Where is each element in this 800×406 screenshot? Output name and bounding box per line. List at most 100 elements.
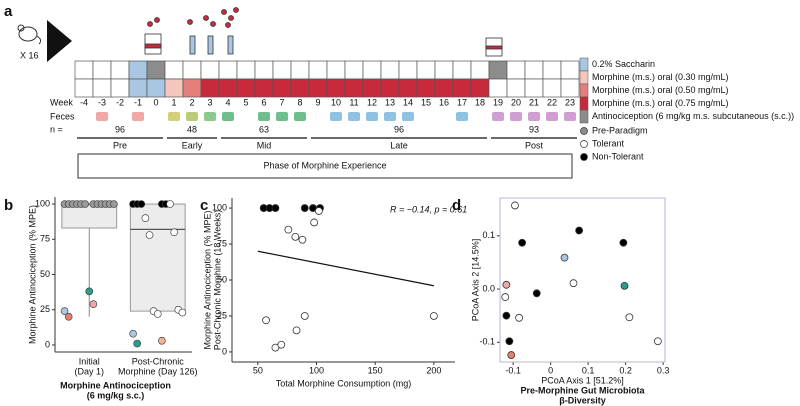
- timeline-cell: [146, 78, 166, 98]
- legend-swatch: [579, 96, 589, 111]
- point: [501, 293, 510, 301]
- timeline-cell: [398, 60, 418, 80]
- phase-name: Mid: [257, 140, 272, 150]
- timeline-cell: [452, 78, 472, 98]
- y-tick-label: 100: [35, 198, 50, 208]
- legend-swatch: [579, 83, 589, 98]
- timeline-cell: [308, 60, 328, 80]
- point: [507, 351, 516, 359]
- mouse-icon: [17, 24, 42, 45]
- week-label: 21: [529, 97, 539, 107]
- timeline-cell: [74, 78, 94, 98]
- point: [60, 307, 69, 315]
- timeline-cell: [344, 60, 364, 80]
- timeline-cell: [506, 78, 526, 98]
- timeline-cell: [290, 78, 310, 98]
- y-axis-label: PCoA Axis 2 [14.5%]: [470, 239, 480, 322]
- point: [569, 279, 578, 288]
- point: [515, 313, 524, 322]
- timeline-cell: [452, 60, 472, 80]
- timeline-cell: [488, 60, 508, 80]
- legend-swatch: [579, 57, 589, 72]
- week-label: 1: [171, 97, 176, 107]
- timeline-cell: [362, 60, 382, 80]
- x-tick-label: Initial: [79, 356, 100, 366]
- feces-sample: [402, 112, 414, 121]
- y-tick-label: 75: [217, 238, 227, 248]
- y-tick-label: 100: [212, 202, 227, 212]
- feces-sample: [168, 112, 180, 121]
- week-label: 2: [189, 97, 194, 107]
- timeline-cell: [182, 60, 202, 80]
- y-tick-label: -0.1: [479, 337, 495, 347]
- point: [298, 235, 307, 244]
- point: [300, 204, 309, 212]
- week-label: 22: [547, 97, 557, 107]
- y-axis-label: Post-Chronic Morphine (18 Weeks): [212, 210, 222, 350]
- point: [85, 287, 94, 296]
- y-tick-label: 0.1: [482, 230, 495, 240]
- point: [64, 312, 73, 321]
- legend-dot: [580, 153, 588, 161]
- feces-sample: [510, 112, 522, 121]
- y-tick-label: 25: [217, 310, 227, 320]
- x-tick-label: Morphine (Day 126): [118, 366, 198, 376]
- feces-sample: [330, 112, 342, 121]
- point: [158, 336, 166, 345]
- feces-sample: [492, 112, 504, 121]
- chart-title: Pre-Morphine Gut Microbiota: [520, 385, 645, 395]
- legend-label: Tolerant: [592, 138, 625, 148]
- week-label: -2: [116, 97, 124, 107]
- box: [129, 203, 186, 312]
- chart-title: β-Diversity: [559, 395, 606, 405]
- point: [653, 337, 662, 346]
- treatment-icons: [144, 7, 503, 57]
- feces-sample: [384, 112, 396, 121]
- point: [532, 289, 541, 298]
- y-tick-label: 50: [40, 269, 50, 279]
- week-label: 14: [403, 97, 413, 107]
- panel-label: b: [4, 197, 13, 214]
- timeline-cell: [416, 60, 436, 80]
- timeline-cell: [128, 78, 148, 98]
- y-axis-label: Morphine Antinociception (% MPE): [202, 210, 212, 349]
- y-axis-label: Morphine Antinociception (% MPE): [27, 205, 37, 344]
- week-label: 12: [367, 97, 377, 107]
- timeline-cell: [254, 60, 274, 80]
- feces-sample: [528, 112, 540, 121]
- timeline-cell: [524, 78, 544, 98]
- point: [291, 232, 300, 241]
- timeline-cell: [560, 78, 580, 98]
- point: [262, 316, 270, 325]
- row-label: n =: [50, 124, 63, 134]
- week-label: 17: [457, 97, 467, 107]
- point: [502, 311, 511, 320]
- week-label: 8: [297, 97, 302, 107]
- x-tick-label: 100: [309, 365, 324, 375]
- legend-swatch: [579, 109, 589, 124]
- timeline-cell: [200, 78, 220, 98]
- timeline-cell: [164, 78, 184, 98]
- feces-sample: [564, 112, 576, 121]
- point: [170, 228, 179, 237]
- y-tick-label: 50: [217, 274, 227, 284]
- week-label: 20: [511, 97, 521, 107]
- phase-box: [77, 153, 573, 179]
- point: [141, 214, 150, 222]
- week-label: 9: [315, 97, 320, 107]
- timeline-cell: [434, 78, 454, 98]
- week-label: -4: [80, 97, 88, 107]
- week-label: 19: [493, 97, 503, 107]
- point: [110, 200, 118, 208]
- legend-label: Non-Tolerant: [592, 151, 644, 161]
- point: [575, 226, 584, 235]
- phase-n: 96: [394, 124, 404, 134]
- x-tick-label: 0: [548, 365, 553, 375]
- point: [81, 200, 89, 208]
- y-tick-label: 25: [40, 304, 50, 314]
- point: [511, 201, 519, 210]
- x-axis-label: Total Morphine Consumption (mg): [276, 378, 412, 388]
- point: [619, 238, 628, 247]
- timeline-cell: [272, 78, 292, 98]
- timeline-cell: [434, 60, 454, 80]
